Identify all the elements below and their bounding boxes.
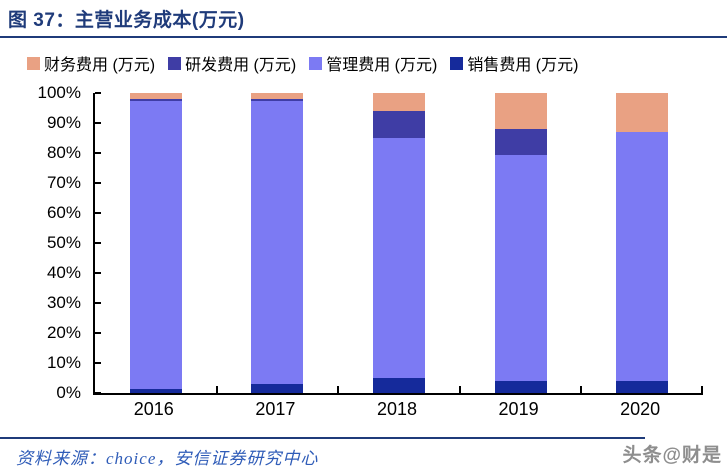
bar-segment (494, 154, 547, 381)
y-tick-mark (95, 212, 101, 214)
bar-2016 (129, 93, 182, 393)
plot-area (93, 92, 703, 395)
bar-segment (129, 99, 182, 101)
bar-segment (373, 111, 425, 138)
bar-segment (616, 381, 669, 393)
legend-item-3: 销售费用 (万元) (450, 51, 578, 75)
legend-swatch-icon (27, 56, 40, 70)
y-tick-label: 0% (56, 383, 81, 402)
bar-2018 (373, 93, 425, 393)
legend-item-1: 研发费用 (万元) (168, 51, 296, 75)
legend-swatch-icon (309, 56, 323, 70)
y-tick-label: 50% (46, 233, 81, 252)
bar-2017 (251, 93, 304, 393)
legend-item-0: 财务费用 (万元) (27, 51, 155, 75)
x-tick-label: 2017 (255, 399, 296, 419)
legend-label: 研发费用 (万元) (185, 57, 297, 74)
bar-segment (494, 93, 547, 129)
y-tick-mark (95, 392, 101, 394)
bar-segment (129, 93, 182, 99)
bar-segment (373, 138, 425, 378)
x-tick-label: 2018 (376, 399, 417, 419)
title-divider (0, 36, 727, 38)
footer-divider (0, 437, 645, 439)
y-tick-label: 90% (46, 113, 81, 132)
bar-segment (616, 132, 669, 381)
legend-swatch-icon (450, 56, 464, 70)
x-tick-mark (580, 386, 583, 393)
legend-item-2: 管理费用 (万元) (309, 51, 437, 75)
bar-segment (251, 93, 304, 99)
legend-label: 财务费用 (万元) (44, 57, 156, 74)
bar-segment (129, 100, 182, 389)
y-tick-mark (95, 242, 101, 244)
bar-segment (251, 384, 304, 393)
y-tick-mark (95, 182, 101, 184)
x-tick-label: 2016 (133, 399, 174, 419)
chart-legend: 财务费用 (万元) 研发费用 (万元) 管理费用 (万元) 销售费用 (万元) (27, 51, 578, 75)
x-tick-mark (458, 386, 461, 393)
y-tick-label: 70% (46, 173, 81, 192)
bar-segment (373, 93, 425, 111)
x-axis: 2016 2017 2018 2019 2020 (93, 399, 701, 420)
bar-segment (373, 378, 425, 393)
x-tick-mark (701, 386, 703, 393)
x-tick-label: 2019 (498, 399, 539, 419)
bar-segment (129, 388, 182, 393)
bar-2020 (616, 93, 669, 393)
legend-label: 销售费用 (万元) (467, 57, 579, 74)
bar-segment (616, 93, 669, 132)
x-tick-mark (215, 386, 218, 393)
y-tick-label: 60% (46, 203, 81, 222)
y-tick-label: 40% (46, 263, 81, 282)
bar-2019 (494, 93, 547, 393)
y-tick-label: 80% (46, 143, 81, 162)
watermark: 头条@财是 (622, 445, 722, 466)
stacked-bar-chart: 100% 90% 80% 70% 60% 50% 40% 30% 20% 10% 0% 2016 20… (0, 83, 727, 425)
y-tick-label: 100% (37, 83, 81, 102)
source-note: 资料来源：choice，安信证券研究中心 (16, 449, 319, 468)
y-tick-mark (95, 122, 101, 124)
figure-title: 图 37：主营业务成本(万元) (8, 10, 245, 31)
y-tick-mark (95, 302, 101, 304)
legend-swatch-icon (168, 56, 182, 70)
bar-segment (494, 381, 547, 393)
legend-label: 管理费用 (万元) (326, 57, 438, 74)
y-tick-mark (95, 92, 101, 94)
y-tick-mark (95, 152, 101, 154)
bar-segment (494, 129, 547, 155)
y-tick-mark (95, 362, 101, 364)
y-tick-label: 20% (46, 323, 81, 342)
bar-segment (251, 100, 304, 384)
y-tick-label: 10% (46, 353, 81, 372)
x-tick-label: 2020 (620, 399, 661, 419)
y-tick-label: 30% (46, 293, 81, 312)
y-tick-mark (95, 332, 101, 334)
bar-segment (251, 99, 304, 101)
x-tick-mark (337, 386, 340, 393)
y-tick-mark (95, 272, 101, 274)
y-axis: 100% 90% 80% 70% 60% 50% 40% 30% 20% 10% 0% (0, 83, 91, 402)
